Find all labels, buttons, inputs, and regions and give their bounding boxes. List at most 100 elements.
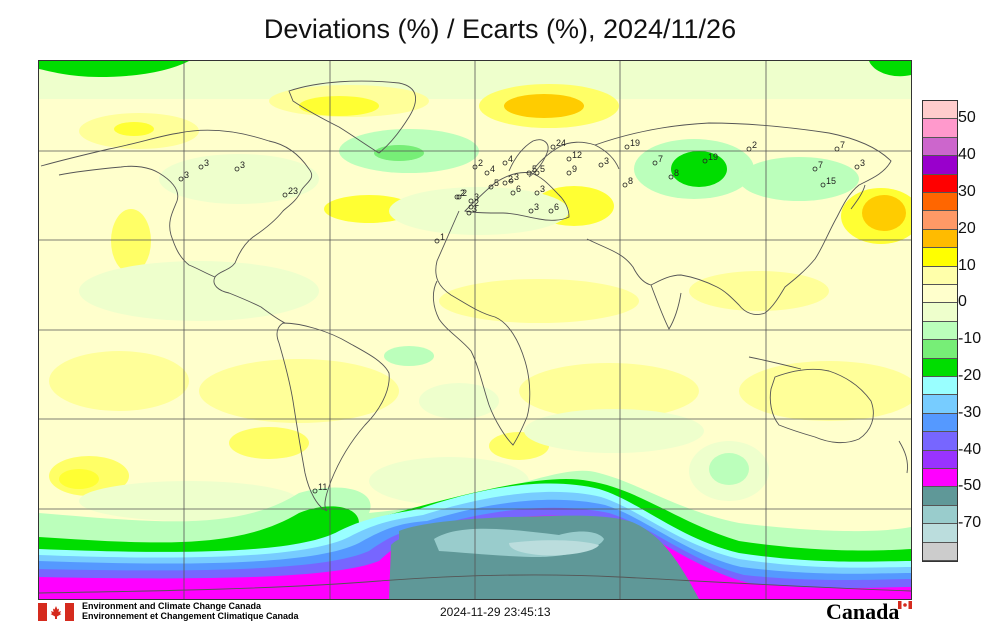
legend-swatch [923, 193, 957, 212]
station-value-label: 2 [478, 158, 483, 168]
legend-swatch [923, 321, 957, 341]
legend-swatch [923, 229, 957, 249]
station-marker [834, 146, 840, 152]
station-marker [854, 164, 860, 170]
world-map: 3 3 3 23 2 3 2 4 4 5 2 3 24 12 3 5 5 9 7 19 8 8 19 2 7 7 15 3 1 2 2 11 6… [38, 60, 912, 600]
station-marker [812, 166, 818, 172]
legend-swatch [923, 303, 957, 322]
legend-swatch [923, 542, 957, 561]
legend-swatch [923, 450, 957, 469]
station-marker [528, 208, 534, 214]
legend-swatch [923, 358, 957, 377]
wordmark-flag-icon [898, 601, 912, 609]
color-legend [922, 100, 958, 562]
legend-label: -20 [958, 367, 982, 384]
station-marker [198, 164, 204, 170]
station-marker [566, 156, 572, 162]
organization-name: Environment and Climate Change Canada En… [82, 601, 299, 621]
station-marker [178, 176, 184, 182]
legend-label: 30 [958, 183, 976, 200]
canada-wordmark: Canada [826, 599, 900, 624]
station-value-label: 8 [628, 176, 633, 186]
legend-swatch [923, 469, 957, 488]
station-value-label: 6 [554, 202, 559, 212]
station-marker [466, 210, 472, 216]
station-value-label: 3 [540, 184, 545, 194]
station-value-label: 3 [860, 158, 865, 168]
station-value-label: 4 [508, 154, 513, 164]
legend-label: 50 [958, 109, 976, 127]
station-marker [622, 182, 628, 188]
generated-timestamp: 2024-11-29 23:45:13 [440, 605, 551, 619]
station-marker [468, 204, 474, 210]
station-marker [468, 198, 474, 204]
legend-swatch [923, 211, 957, 230]
station-value-label: 7 [658, 154, 663, 164]
station-marker [624, 144, 630, 150]
station-value-label: 2 [460, 188, 465, 198]
station-marker [484, 170, 490, 176]
arctic-contour-green [39, 61, 189, 77]
legend-label: -70 [958, 514, 982, 532]
station-marker [820, 182, 826, 188]
station-value-label: 6 [516, 184, 521, 194]
legend-swatch [923, 137, 957, 157]
org-name-fr: Environnement et Changement Climatique C… [82, 611, 299, 621]
org-name-en: Environment and Climate Change Canada [82, 601, 262, 611]
legend-swatch [923, 340, 957, 359]
station-value-label: 1 [440, 232, 445, 242]
station-marker [488, 184, 494, 190]
station-marker [234, 166, 240, 172]
station-value-label: 3 [474, 192, 479, 202]
legend-label: 10 [958, 256, 976, 274]
station-marker [598, 162, 604, 168]
station-marker [456, 194, 462, 200]
station-marker [510, 190, 516, 196]
station-marker [566, 170, 572, 176]
station-marker [652, 160, 658, 166]
legend-label: -30 [958, 403, 982, 421]
station-value-label: 3 [472, 204, 477, 214]
graticule [39, 61, 911, 599]
legend-swatch [923, 266, 957, 285]
station-marker [548, 208, 554, 214]
canada-flag-icon [38, 603, 74, 621]
station-value-label: 3 [604, 156, 609, 166]
station-value-label: 19 [630, 138, 640, 148]
station-value-label: 5 [532, 164, 537, 174]
legend-swatch [923, 174, 957, 193]
station-marker [526, 170, 532, 176]
station-value-label: 4 [490, 164, 495, 174]
station-marker [508, 178, 514, 184]
legend-swatch [923, 285, 957, 304]
station-marker [502, 180, 508, 186]
station-value-label: 5 [540, 164, 545, 174]
legend-label: 20 [958, 219, 976, 237]
footer: Environment and Climate Change Canada En… [0, 599, 1000, 625]
station-value-label: 3 [240, 160, 245, 170]
station-value-label: 2 [474, 198, 479, 208]
station-marker [454, 194, 460, 200]
station-marker [282, 192, 288, 198]
station-marker [434, 238, 440, 244]
legend-swatch [923, 395, 957, 414]
station-marker [534, 190, 540, 196]
station-value-label: 23 [288, 186, 298, 196]
station-marker [668, 174, 674, 180]
station-value-label: 9 [572, 164, 577, 174]
legend-swatch [923, 413, 957, 433]
station-value-label: 19 [708, 152, 718, 162]
legend-label: -50 [958, 477, 982, 495]
legend-swatch [923, 101, 957, 120]
station-value-label: 8 [674, 168, 679, 178]
station-value-label: 2 [462, 188, 467, 198]
legend-swatch [923, 248, 957, 267]
station-value-label: 5 [494, 178, 499, 188]
station-marker [746, 146, 752, 152]
legend-label: 40 [958, 146, 976, 164]
station-value-label: 12 [572, 150, 582, 160]
legend-swatch [923, 377, 957, 396]
station-marker [502, 160, 508, 166]
